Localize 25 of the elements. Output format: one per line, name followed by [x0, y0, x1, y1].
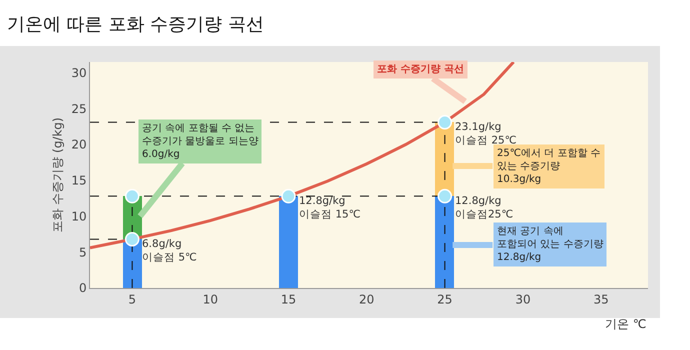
- y-tick-label: 5: [78, 245, 87, 260]
- x-axis-title: 기온 ℃: [605, 317, 646, 331]
- chart-title: 기온에 따른 포화 수증기량 곡선: [6, 14, 264, 36]
- annotation: 공기 속에 포함될 수 없는 수증기가 물방울로 되는양 6.0g/kg: [142, 123, 258, 160]
- annotation: 12.8g/kg 이슬점 15℃: [299, 195, 361, 221]
- x-tick-label: 5: [128, 292, 136, 306]
- x-tick-label: 20: [359, 292, 374, 306]
- x-tick-label: 30: [515, 292, 531, 306]
- y-tick-label: 0: [78, 281, 87, 296]
- x-tick-label: 25: [437, 292, 452, 306]
- annotation: 현재 공기 속에 포함되어 있는 수증기량 12.8g/kg: [497, 226, 604, 263]
- annotation: 23.1g/kg 이슬점 25℃: [455, 121, 517, 147]
- x-tick-label: 10: [202, 292, 218, 306]
- annotation: 6.8g/kg 이슬점 5℃: [142, 238, 198, 264]
- y-tick-label: 25: [71, 102, 87, 116]
- y-tick-label: 30: [71, 66, 87, 80]
- x-tick-label: 35: [593, 292, 609, 306]
- annotation: 12.8g/kg 이슬점25℃: [455, 195, 514, 221]
- y-tick-label: 10: [71, 209, 87, 224]
- y-tick-label: 20: [71, 138, 87, 152]
- y-tick-label: 15: [71, 174, 87, 188]
- annotation: 포화 수증기량 곡선: [377, 64, 464, 75]
- annotation: 25℃에서 더 포함할 수 있는 수증기량 10.3g/kg: [497, 148, 600, 185]
- y-axis-title: 포화 수증기량 (g/kg): [50, 117, 65, 233]
- x-tick-label: 15: [280, 292, 296, 306]
